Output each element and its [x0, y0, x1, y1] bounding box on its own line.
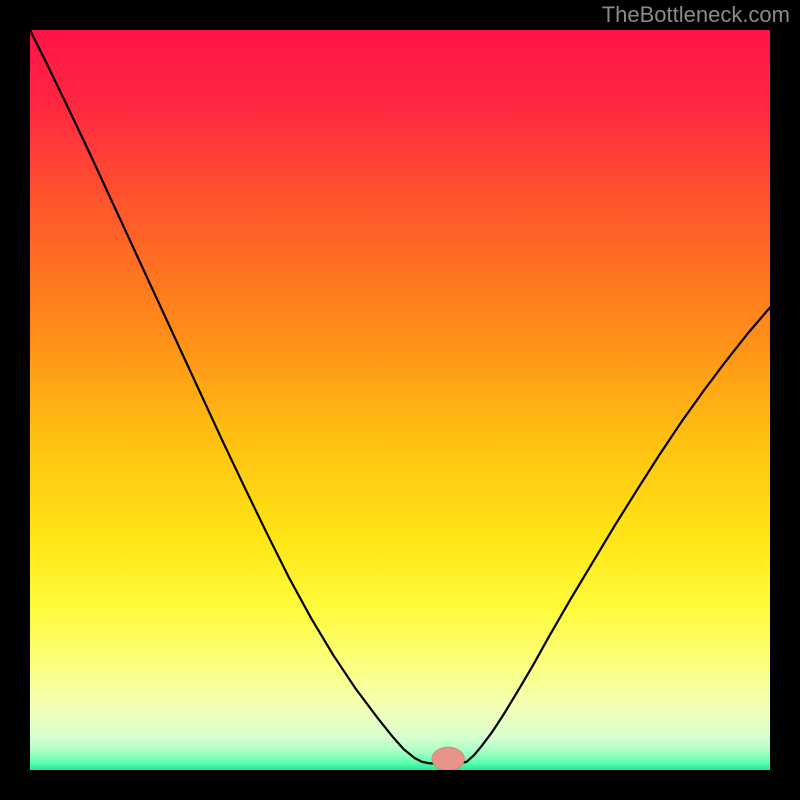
- chart-frame: TheBottleneck.com: [0, 0, 800, 800]
- optimal-point-marker: [432, 747, 465, 770]
- attribution-label: TheBottleneck.com: [602, 2, 790, 28]
- plot-area: [30, 30, 770, 770]
- bottleneck-curve-chart: [30, 30, 770, 770]
- gradient-background: [30, 30, 770, 770]
